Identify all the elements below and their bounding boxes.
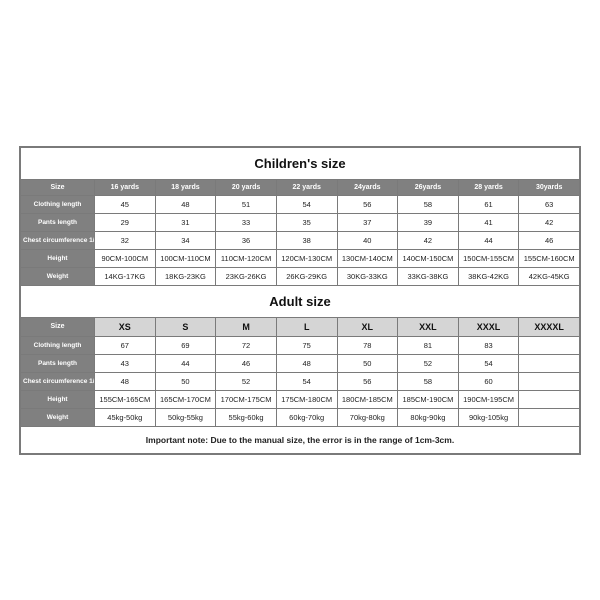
children-col: 20 yards [216,179,277,195]
note-row: Important note: Due to the manual size, … [21,426,580,453]
table-row: Pants length 43 44 46 48 50 52 54 [21,354,580,372]
table-row: Clothing length 67 69 72 75 78 81 83 [21,336,580,354]
adult-col: XXXL [458,317,519,336]
size-chart: Children's size Size 16 yards 18 yards 2… [19,146,581,455]
table-row: Weight 14KG-17KG 18KG-23KG 23KG-26KG 26K… [21,267,580,285]
children-col: 16 yards [95,179,156,195]
adult-header-row: Size XS S M L XL XXL XXXL XXXXL [21,317,580,336]
important-note: Important note: Due to the manual size, … [21,426,580,453]
table-row: Chest circumference 1/2 48 50 52 54 56 5… [21,372,580,390]
adult-col: M [216,317,277,336]
table-row: Pants length 29 31 33 35 37 39 41 42 [21,213,580,231]
children-col: 22 yards [276,179,337,195]
children-col: 30yards [519,179,580,195]
children-col: 18 yards [155,179,216,195]
children-col: 28 yards [458,179,519,195]
adult-col: XS [95,317,156,336]
adult-size-label: Size [21,317,95,336]
children-size-label: Size [21,179,95,195]
table-row: Height 155CM-165CM 165CM-170CM 170CM-175… [21,390,580,408]
adult-col: S [155,317,216,336]
table-row: Clothing length 45 48 51 54 56 58 61 63 [21,195,580,213]
adult-title: Adult size [21,285,580,317]
children-size-table: Children's size Size 16 yards 18 yards 2… [20,147,580,454]
children-col: 24yards [337,179,398,195]
adult-col: L [276,317,337,336]
table-row: Height 90CM-100CM 100CM-110CM 110CM-120C… [21,249,580,267]
adult-col: XL [337,317,398,336]
children-col: 26yards [398,179,459,195]
adult-col: XXL [398,317,459,336]
table-row: Chest circumference 1/2 32 34 36 38 40 4… [21,231,580,249]
children-title: Children's size [21,147,580,179]
adult-col: XXXXL [519,317,580,336]
table-row: Weight 45kg-50kg 50kg-55kg 55kg-60kg 60k… [21,408,580,426]
children-header-row: Size 16 yards 18 yards 20 yards 22 yards… [21,179,580,195]
